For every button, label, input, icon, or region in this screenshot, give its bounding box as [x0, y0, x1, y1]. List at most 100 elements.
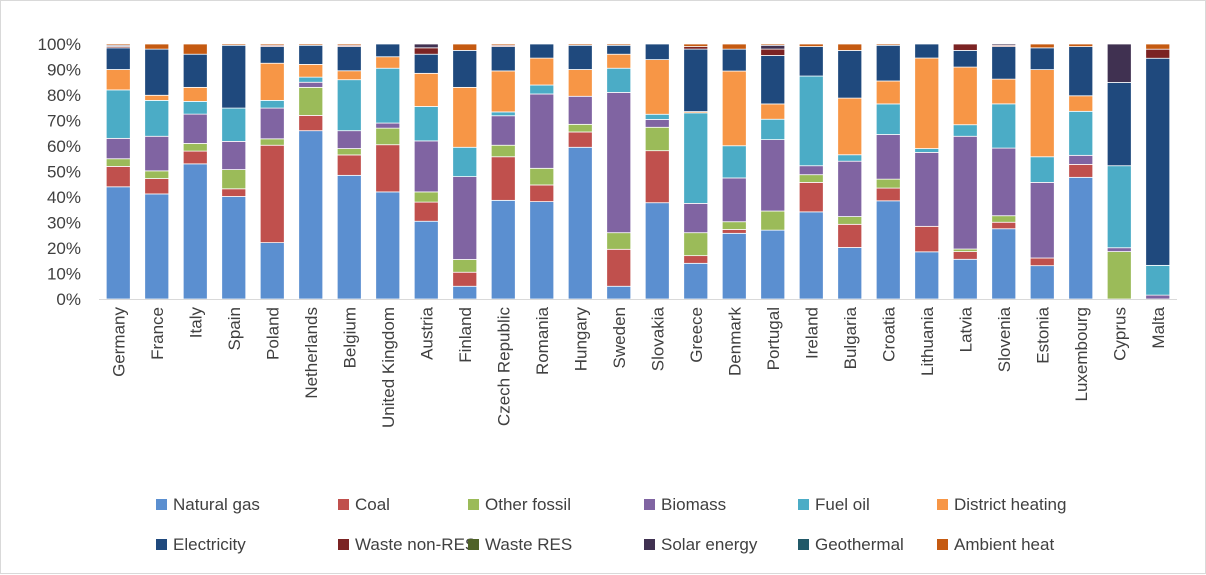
bar-segment: [452, 43, 478, 51]
bar-segment: [683, 48, 709, 112]
bar-segment: [182, 86, 208, 102]
legend-label: Coal: [355, 495, 390, 514]
bar-segment: [644, 202, 670, 300]
bar-segment: [105, 47, 131, 70]
bar-segment: [606, 44, 632, 55]
bar-segment: [490, 199, 516, 300]
legend-item: Waste RES: [468, 535, 572, 554]
bar-segment: [452, 285, 478, 300]
bar-segment: [952, 248, 978, 252]
legend-swatch: [338, 539, 349, 550]
bar-segment: [221, 141, 247, 170]
bar-segment: [452, 50, 478, 88]
y-tick-label: 20%: [47, 239, 81, 258]
bar-segment: [529, 84, 555, 95]
bar-segment: [837, 216, 863, 225]
bar-segment: [1106, 43, 1132, 83]
bar-segment: [336, 46, 362, 72]
bar-segment: [721, 229, 747, 234]
bar-segment: [144, 193, 170, 300]
bar-segment: [144, 100, 170, 137]
bar-segment: [760, 43, 786, 46]
bar-segment: [991, 228, 1017, 300]
bar-segment: [1029, 47, 1055, 70]
legend-label: Fuel oil: [815, 495, 870, 514]
bar-segment: [375, 127, 401, 146]
bar-segment: [914, 43, 940, 59]
bar-segment: [413, 201, 439, 222]
legend-swatch: [156, 539, 167, 550]
bar-stack: [221, 43, 247, 300]
bar-segment: [837, 223, 863, 248]
bar-segment: [760, 48, 786, 56]
x-tick-label: Cyprus: [1110, 307, 1129, 361]
x-tick-label: Denmark: [725, 307, 744, 376]
bar-stack: [1029, 43, 1055, 300]
bar-segment: [837, 43, 863, 51]
bar-segment: [991, 221, 1017, 230]
legend-item: Electricity: [156, 535, 246, 554]
bars-group: [105, 43, 1171, 300]
legend-label: Electricity: [173, 535, 246, 554]
bar-segment: [760, 103, 786, 120]
legend-label: Geothermal: [815, 535, 904, 554]
bar-segment: [721, 232, 747, 300]
bar-segment: [991, 46, 1017, 80]
bar-segment: [1106, 247, 1132, 252]
bar-segment: [336, 148, 362, 156]
bar-segment: [221, 107, 247, 142]
bar-segment: [1145, 48, 1171, 59]
bar-segment: [875, 43, 901, 46]
bar-segment: [875, 178, 901, 189]
bar-segment: [644, 150, 670, 204]
bar-segment: [952, 124, 978, 137]
bar-segment: [644, 43, 670, 60]
bar-segment: [298, 44, 324, 65]
bar-segment: [182, 143, 208, 152]
bar-stack: [567, 43, 593, 300]
bar-segment: [683, 203, 709, 234]
x-tick-label: Luxembourg: [1072, 307, 1091, 402]
bar-segment: [1145, 57, 1171, 266]
bar-segment: [259, 144, 285, 243]
bar-segment: [182, 101, 208, 115]
bar-segment: [952, 135, 978, 250]
bar-segment: [490, 156, 516, 201]
legend-label: District heating: [954, 495, 1066, 514]
bar-stack: [991, 43, 1017, 300]
x-tick-label: Greece: [687, 307, 706, 363]
bar-segment: [375, 56, 401, 69]
bar-segment: [259, 46, 285, 64]
legend-swatch: [937, 499, 948, 510]
bar-segment: [721, 70, 747, 147]
bar-segment: [298, 115, 324, 132]
x-tick-label: Ireland: [802, 307, 821, 359]
bar-segment: [375, 122, 401, 129]
x-tick-label: France: [148, 307, 167, 360]
bar-segment: [760, 118, 786, 141]
bar-segment: [683, 232, 709, 257]
bar-segment: [1145, 264, 1171, 296]
bar-segment: [914, 148, 940, 153]
bar-segment: [105, 166, 131, 188]
x-tick-label: Italy: [186, 307, 205, 339]
legend-item: District heating: [937, 495, 1066, 514]
legend-label: Solar energy: [661, 535, 758, 554]
bar-segment: [760, 55, 786, 105]
bar-segment: [683, 255, 709, 264]
bar-segment: [1106, 165, 1132, 249]
x-tick-label: Latvia: [956, 306, 975, 352]
bar-segment: [221, 44, 247, 109]
legend-item: Other fossil: [468, 495, 571, 514]
bar-stack: [952, 43, 978, 300]
bar-segment: [798, 46, 824, 77]
bar-segment: [336, 174, 362, 300]
bar-segment: [798, 43, 824, 47]
x-tick-label: Croatia: [879, 306, 898, 361]
legend-swatch: [937, 539, 948, 550]
x-tick-label: Romania: [533, 306, 552, 375]
legend-swatch: [156, 499, 167, 510]
bar-stack: [606, 43, 632, 300]
bar-segment: [683, 46, 709, 50]
bar-segment: [452, 271, 478, 287]
